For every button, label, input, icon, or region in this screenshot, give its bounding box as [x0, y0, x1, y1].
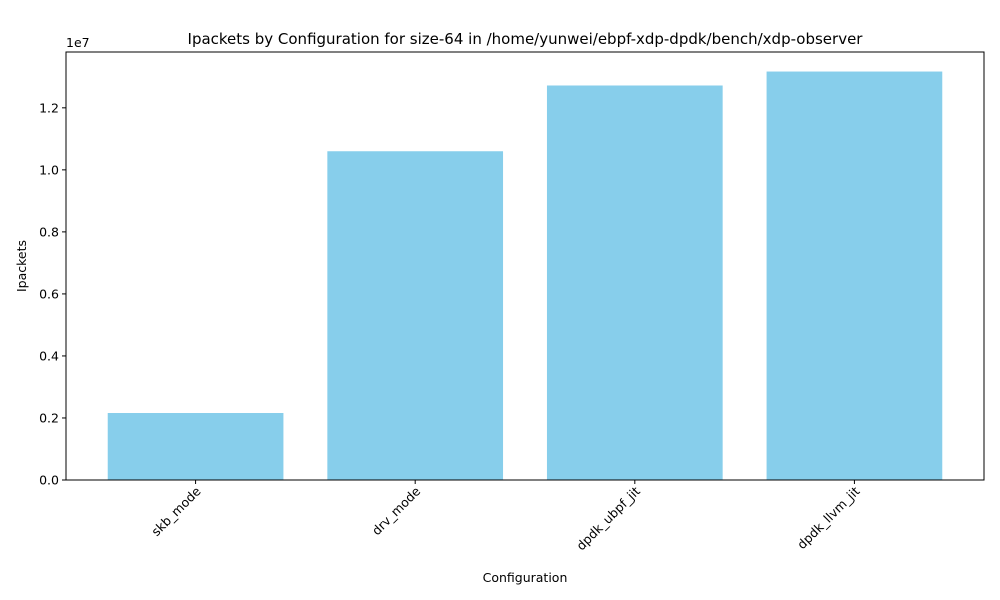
- x-tick-label: dpdk_ubpf_jit: [573, 483, 643, 553]
- y-tick-label: 0.0: [39, 473, 59, 488]
- bar-drv_mode: [327, 151, 504, 480]
- y-tick-label: 0.2: [39, 410, 59, 425]
- chart-title: Ipackets by Configuration for size-64 in…: [188, 30, 864, 48]
- bar-dpdk_llvm_jit: [766, 71, 943, 481]
- plot-frame: [65, 51, 985, 481]
- x-tick-label: skb_mode: [148, 483, 204, 539]
- y-scale-label: 1e7: [66, 35, 90, 50]
- y-tick-label: 0.4: [39, 348, 59, 363]
- x-tick-label: dpdk_llvm_jit: [794, 483, 863, 552]
- y-axis-ticks: 0.0 0.2 0.4 0.6 0.8 1.0 1.2: [39, 100, 66, 488]
- bar-skb_mode: [107, 413, 284, 480]
- x-tick-label: drv_mode: [369, 483, 424, 538]
- y-tick-label: 1.0: [39, 162, 59, 177]
- y-tick-label: 1.2: [39, 100, 59, 115]
- y-tick-label: 0.6: [39, 286, 59, 301]
- y-axis-title: Ipackets: [14, 240, 29, 292]
- x-axis-title: Configuration: [483, 570, 568, 585]
- bars-group: [107, 71, 943, 481]
- y-tick-label: 0.8: [39, 224, 59, 239]
- x-axis-ticks: skb_mode drv_mode dpdk_ubpf_jit dpdk_llvm_j…: [148, 480, 863, 553]
- bar-dpdk_ubpf_jit: [546, 85, 723, 480]
